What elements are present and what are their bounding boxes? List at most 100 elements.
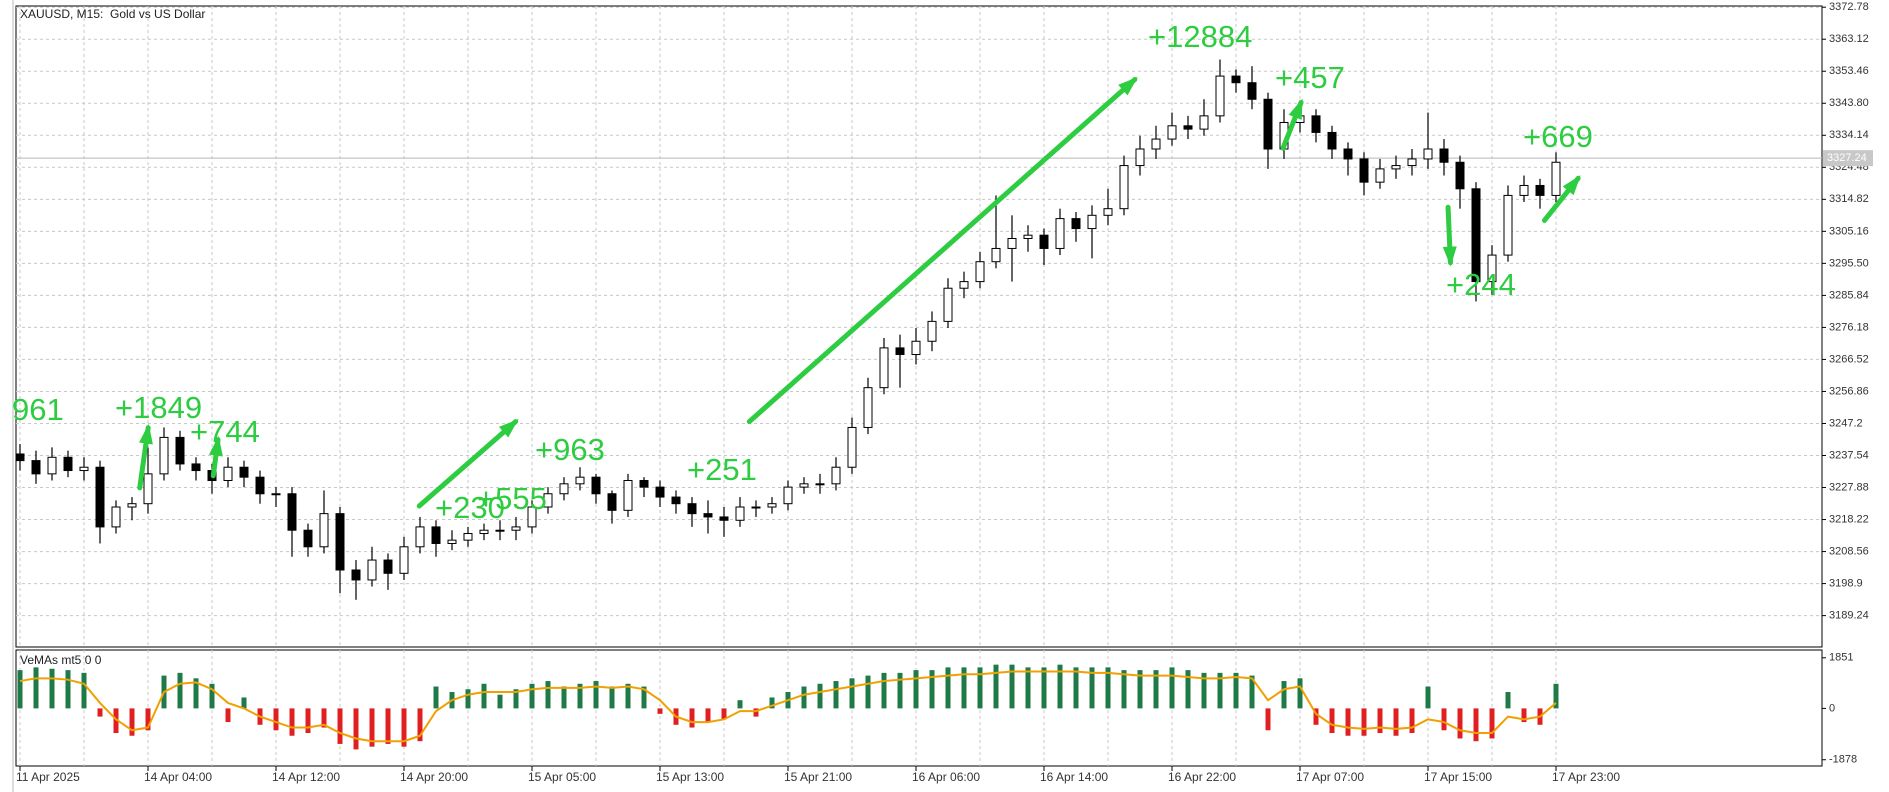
x-tick-label: 16 Apr 22:00	[1168, 770, 1236, 784]
candle-body	[1551, 161, 1561, 196]
histogram-bar	[129, 708, 135, 736]
histogram-bar	[689, 708, 695, 728]
histogram-bar	[385, 708, 391, 744]
x-tick-label: 14 Apr 20:00	[400, 770, 468, 784]
annotation-label: +555	[477, 481, 547, 516]
histogram-bar	[1265, 708, 1271, 731]
candle-body	[271, 493, 281, 496]
annotation-label: +230	[435, 490, 505, 525]
histogram-bar	[817, 683, 823, 709]
histogram-bar	[1041, 667, 1047, 709]
histogram-bar	[241, 697, 247, 709]
candle-body	[1023, 234, 1033, 240]
histogram-bar	[1297, 678, 1303, 709]
histogram-bar	[97, 708, 103, 717]
histogram-bar	[1009, 664, 1015, 709]
y-tick-label: 1851	[1829, 652, 1853, 664]
candle-body	[127, 503, 137, 508]
annotation-label: 961	[12, 392, 64, 427]
candle-body	[1439, 148, 1449, 163]
histogram-bar	[945, 667, 951, 709]
candle-body	[1087, 214, 1097, 230]
candle-body	[879, 347, 889, 389]
annotation-label: +244	[1446, 267, 1516, 302]
candle-body	[927, 320, 937, 342]
x-tick-label: 11 Apr 2025	[16, 770, 80, 784]
histogram-bar	[1121, 670, 1127, 709]
y-tick-label: 3314.82	[1829, 193, 1869, 205]
candle-body	[767, 503, 777, 508]
candle-body	[15, 453, 25, 462]
candle-body	[1247, 82, 1257, 100]
histogram-bar	[1505, 691, 1511, 709]
x-tick-label: 17 Apr 15:00	[1424, 770, 1492, 784]
histogram-bar	[753, 708, 759, 717]
histogram-bar	[305, 708, 311, 734]
histogram-bar	[705, 708, 711, 723]
histogram-bar	[993, 664, 999, 709]
arrow-head	[498, 419, 519, 438]
candle-body	[1215, 75, 1225, 117]
candle-body	[655, 486, 665, 498]
candle-body	[1039, 234, 1049, 249]
candle-body	[79, 466, 89, 472]
histogram-bar	[1233, 672, 1239, 709]
grid	[16, 6, 1822, 766]
y-tick-label: 0	[1829, 702, 1835, 714]
histogram-bar	[1313, 708, 1319, 725]
histogram-bar	[1329, 708, 1335, 734]
arrow-head	[1442, 246, 1457, 267]
histogram-bar	[1553, 683, 1559, 709]
candle-body	[399, 546, 409, 574]
last-price-label: 3327.24	[1827, 152, 1867, 164]
histogram-bar	[737, 700, 743, 709]
histogram-bar	[593, 681, 599, 709]
histogram-bar	[49, 668, 55, 709]
histogram-bar	[1169, 667, 1175, 709]
y-tick-label: 3256.86	[1829, 385, 1869, 397]
candle-body	[1151, 138, 1161, 150]
candle-body	[255, 476, 265, 495]
candle-body	[239, 466, 249, 478]
candle-body	[495, 529, 505, 532]
candle-body	[1183, 125, 1193, 130]
candle-body	[1535, 184, 1545, 196]
candle-body	[175, 436, 185, 465]
candle-body	[1503, 194, 1513, 256]
candle-body	[415, 526, 425, 548]
annotation-label: +963	[535, 432, 605, 467]
candle-body	[1231, 75, 1241, 84]
candle-body	[591, 476, 601, 495]
y-tick-label: 3285.84	[1829, 289, 1869, 301]
histogram-bar	[321, 708, 327, 728]
candle-body	[943, 287, 953, 322]
candle-body	[975, 261, 985, 283]
candle-body	[63, 456, 73, 472]
y-tick-label: 3353.46	[1829, 65, 1869, 77]
histogram-bar	[641, 686, 647, 709]
histogram-bar	[897, 672, 903, 709]
histogram-bar	[1073, 667, 1079, 709]
candle-body	[847, 426, 857, 468]
candle-body	[831, 466, 841, 485]
histogram-bar	[209, 683, 215, 709]
histogram-bar	[1457, 708, 1463, 739]
histogram-bar	[545, 681, 551, 709]
candle-body	[1071, 218, 1081, 230]
x-tick-label: 16 Apr 06:00	[912, 770, 980, 784]
candle-body	[815, 483, 825, 486]
histogram-bar	[1377, 708, 1383, 734]
candle-body	[863, 387, 873, 428]
y-tick-label: 3295.50	[1829, 257, 1869, 269]
candle-body	[1343, 148, 1353, 160]
signal-line	[19, 670, 1557, 743]
y-tick-label: 3276.18	[1829, 321, 1869, 333]
candle-body	[911, 340, 921, 356]
candle-body	[303, 529, 313, 548]
histogram-bar	[497, 694, 503, 709]
histogram-bar	[1249, 675, 1255, 709]
candle-body	[111, 506, 121, 528]
histogram-bar	[1153, 670, 1159, 709]
